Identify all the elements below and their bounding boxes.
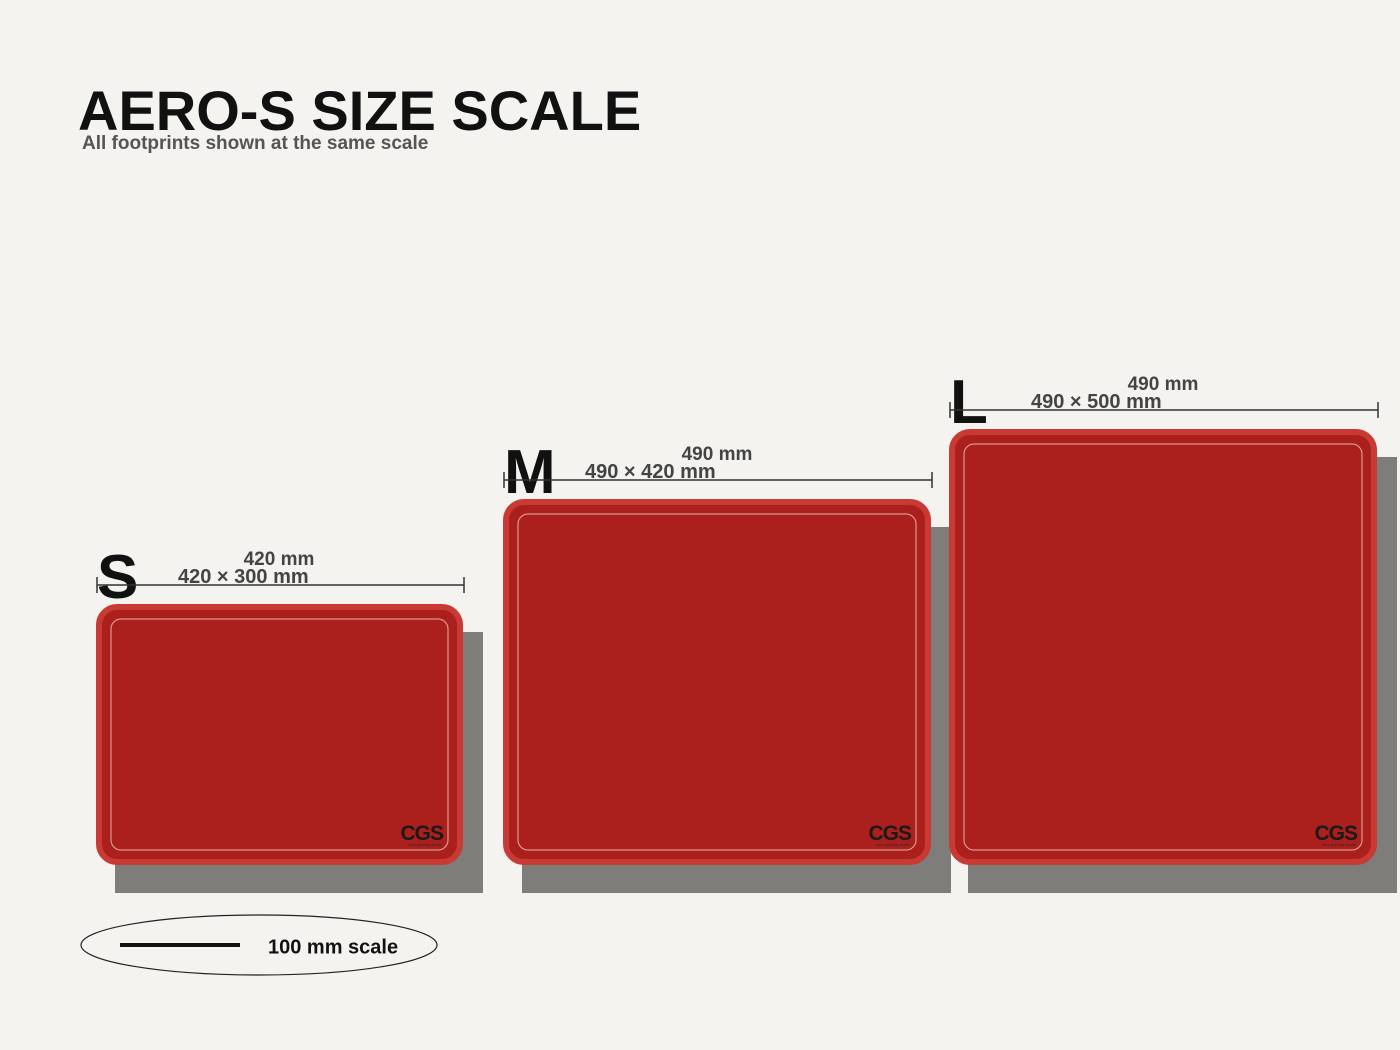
logo-sub: cero gaming studio xyxy=(408,842,443,847)
size-letter: L xyxy=(950,368,988,437)
size-letter: S xyxy=(97,543,138,612)
logo-sub: cero gaming studio xyxy=(876,842,911,847)
pad xyxy=(503,499,931,865)
width-label: 420 mm xyxy=(244,549,315,570)
dims-label: 420 × 300 mm xyxy=(178,566,309,588)
pad xyxy=(949,429,1377,865)
subtitle: All footprints shown at the same scale xyxy=(82,133,428,154)
title: AERO-S SIZE SCALE xyxy=(78,79,641,142)
pad-stitch xyxy=(517,513,917,851)
logo: CGS xyxy=(868,822,912,845)
logo-sub: cero gaming studio xyxy=(1322,842,1357,847)
dims-label: 490 × 500 mm xyxy=(1031,391,1162,413)
width-label: 490 mm xyxy=(682,444,753,465)
scale-label: 100 mm scale xyxy=(268,936,398,958)
pad-stitch xyxy=(963,443,1363,851)
logo: CGS xyxy=(1314,822,1358,845)
pad-stitch xyxy=(110,618,449,851)
scale-ellipse xyxy=(80,914,438,976)
logo: CGS xyxy=(400,822,444,845)
size-letter: M xyxy=(504,438,556,507)
pad xyxy=(96,604,463,865)
width-label: 490 mm xyxy=(1128,374,1199,395)
dims-label: 490 × 420 mm xyxy=(585,461,716,483)
